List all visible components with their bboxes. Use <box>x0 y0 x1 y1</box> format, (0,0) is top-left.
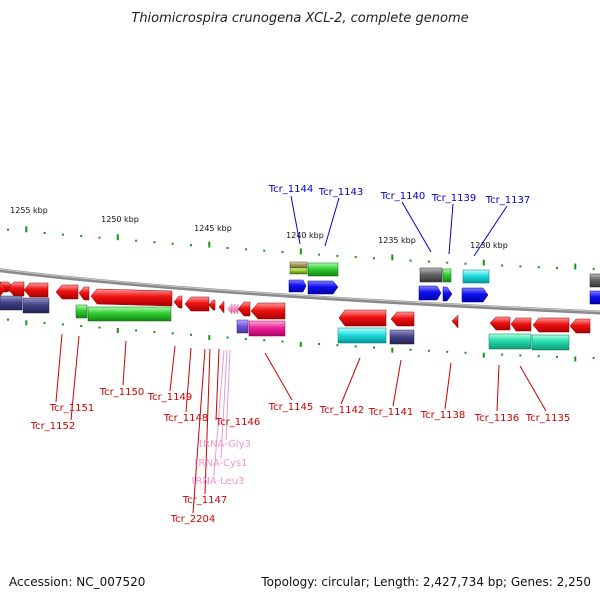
gene-tcr-1135[interactable] <box>532 317 570 333</box>
gene-bar[interactable] <box>75 304 88 319</box>
gene-label-tcr-1144[interactable]: Tcr_1144 <box>268 184 313 195</box>
gene-bar[interactable] <box>22 297 50 314</box>
gene-label-tcr-1141[interactable]: Tcr_1141 <box>368 407 413 418</box>
gene-label-tcr-1151[interactable]: Tcr_1151 <box>49 403 94 414</box>
gene-label-tcr-1143[interactable]: Tcr_1143 <box>318 187 363 198</box>
rna-label-group: tRNA-Gly3 tRNA-Cys1 tRNA-Leu3 <box>192 439 251 487</box>
gene-label-tcr-1140[interactable]: Tcr_1140 <box>380 191 425 202</box>
gene-tcr-1148[interactable] <box>184 296 210 312</box>
gene-bar[interactable] <box>442 268 452 283</box>
rna-leaders <box>213 349 231 477</box>
gene-bar[interactable] <box>289 267 308 275</box>
gene-tcr-1146[interactable] <box>237 301 251 317</box>
gene-bar[interactable] <box>236 319 249 334</box>
scale-ticks-top <box>7 226 595 270</box>
forward-label-group: Tcr_1144 Tcr_1143 Tcr_1140 Tcr_1139 Tcr_… <box>268 184 530 206</box>
gene-bar[interactable] <box>389 329 415 345</box>
gene-label-tcr-1137[interactable]: Tcr_1137 <box>485 195 530 206</box>
gene-bar[interactable] <box>419 267 443 283</box>
forward-genes <box>0 261 600 305</box>
scale-labels: 1255 kbp 1250 kbp 1245 kbp 1240 kbp 1235… <box>10 206 508 250</box>
rna-label-trna-gly3[interactable]: tRNA-Gly3 <box>199 439 251 450</box>
gene-reverse[interactable] <box>569 318 591 334</box>
gene-bar[interactable] <box>531 334 570 351</box>
gene-bar[interactable] <box>462 269 490 284</box>
gene-bar[interactable] <box>589 290 600 305</box>
scale-label: 1250 kbp <box>101 215 139 224</box>
gene-reverse[interactable] <box>510 317 532 332</box>
scale-ticks-bottom <box>7 318 595 362</box>
gene-label-tcr-1142[interactable]: Tcr_1142 <box>319 405 364 416</box>
reverse-label-group: Tcr_1151 Tcr_1152 Tcr_1150 Tcr_1149 Tcr_… <box>30 387 570 525</box>
gene-label-tcr-1149[interactable]: Tcr_1149 <box>147 392 192 403</box>
gene-tcr-1150[interactable] <box>90 288 173 307</box>
gene-reverse[interactable] <box>23 282 49 298</box>
gene-tcr-1140[interactable] <box>418 285 442 301</box>
gene-tcr-1142[interactable] <box>338 309 387 327</box>
gene-bar[interactable] <box>289 261 308 269</box>
gene-label-tcr-1138[interactable]: Tcr_1138 <box>420 410 465 421</box>
gene-bar[interactable] <box>488 333 532 350</box>
gene-label-tcr-1139[interactable]: Tcr_1139 <box>431 193 476 204</box>
genome-backbone <box>0 268 600 315</box>
scale-label: 1245 kbp <box>194 224 232 233</box>
accession-text: Accession: NC_007520 <box>9 575 145 589</box>
gene-bar[interactable] <box>248 320 286 337</box>
gene-tcr-1144[interactable] <box>288 279 307 293</box>
gene-label-tcr-1152[interactable]: Tcr_1152 <box>30 421 75 432</box>
rna-label-trna-cys1[interactable]: tRNA-Cys1 <box>194 458 247 469</box>
gene-bar[interactable] <box>87 306 172 322</box>
rna-label-trna-leu3[interactable]: tRNA-Leu3 <box>192 476 245 487</box>
gene-tcr-1149[interactable] <box>173 295 183 309</box>
gene-label-tcr-1146[interactable]: Tcr_1146 <box>215 417 260 428</box>
scale-label: 1255 kbp <box>10 206 48 215</box>
gene-tcr-1136[interactable] <box>489 316 511 331</box>
gene-label-tcr-2204[interactable]: Tcr_2204 <box>170 514 215 525</box>
gene-bar[interactable] <box>307 262 339 277</box>
genome-backbone-highlight <box>0 268 600 313</box>
map-title: Thiomicrospira crunogena XCL-2, complete… <box>131 11 468 26</box>
scale-label: 1235 kbp <box>378 236 416 245</box>
gene-reverse[interactable] <box>0 281 7 297</box>
gene-tcr-1137[interactable] <box>461 287 489 303</box>
gene-reverse[interactable] <box>55 284 79 300</box>
gene-bar[interactable] <box>337 327 387 344</box>
scale-label: 1240 kbp <box>286 231 324 240</box>
reverse-leaders <box>55 333 547 514</box>
gene-tcr-1138[interactable] <box>451 314 459 329</box>
gene-tcr-1139[interactable] <box>442 286 453 302</box>
gene-label-tcr-1145[interactable]: Tcr_1145 <box>268 402 313 413</box>
gene-reverse[interactable] <box>78 286 90 301</box>
gene-tcr-1147[interactable] <box>208 299 216 311</box>
gene-label-tcr-1147[interactable]: Tcr_1147 <box>182 495 227 506</box>
reverse-genes <box>0 281 591 351</box>
gene-bar[interactable] <box>589 273 600 288</box>
topology-text: Topology: circular; Length: 2,427,734 bp… <box>260 575 591 589</box>
gene-bar[interactable] <box>0 295 23 311</box>
gene-label-tcr-1148[interactable]: Tcr_1148 <box>163 413 208 424</box>
gene-tcr-2204[interactable] <box>218 300 225 314</box>
gene-label-tcr-1135[interactable]: Tcr_1135 <box>525 413 570 424</box>
gene-label-tcr-1136[interactable]: Tcr_1136 <box>474 413 519 424</box>
scale-label: 1230 kbp <box>470 241 508 250</box>
gene-tcr-1141[interactable] <box>390 311 415 327</box>
gene-tcr-1143[interactable] <box>307 280 339 295</box>
gene-tcr-1145[interactable] <box>250 302 286 320</box>
gene-label-tcr-1150[interactable]: Tcr_1150 <box>99 387 144 398</box>
forward-leaders <box>290 195 508 257</box>
